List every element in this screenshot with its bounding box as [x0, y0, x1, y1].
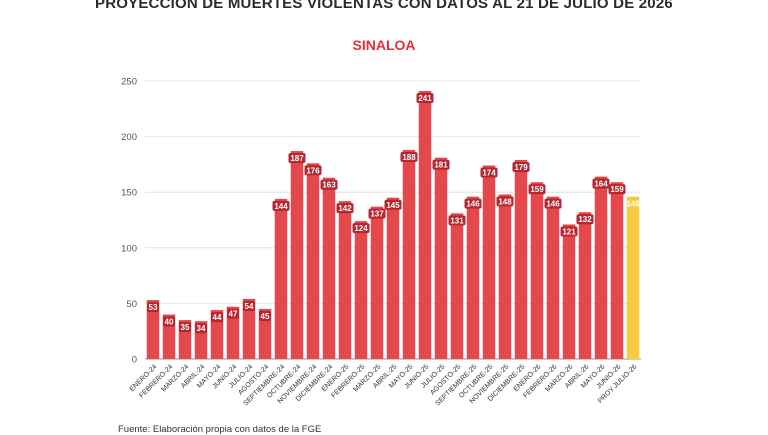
- bar: [274, 198, 288, 359]
- value-label: 163: [322, 181, 336, 190]
- bar: [146, 300, 160, 359]
- value-label-bg: [400, 151, 418, 162]
- value-label-bg: [368, 208, 386, 219]
- value-label: 146: [626, 200, 640, 209]
- bar: [482, 165, 496, 359]
- value-label: 40: [165, 318, 174, 327]
- value-label: 187: [290, 154, 304, 163]
- bar: [578, 212, 592, 359]
- value-label-bg: [480, 167, 498, 178]
- value-label-bg: [432, 159, 450, 170]
- value-label-bg: [147, 302, 159, 313]
- value-label: 34: [197, 324, 206, 333]
- value-label-bg: [163, 316, 175, 327]
- bar: [418, 91, 432, 360]
- value-label-bg: [288, 153, 306, 164]
- bar: [290, 151, 304, 359]
- value-label-bg: [243, 300, 255, 311]
- bar: [226, 306, 240, 359]
- value-label-bg: [416, 93, 434, 104]
- value-label: 181: [434, 161, 448, 170]
- value-label-bg: [544, 198, 562, 209]
- bar: [370, 206, 384, 359]
- value-label-bg: [608, 184, 626, 195]
- value-label: 121: [562, 227, 576, 236]
- bar: [498, 194, 512, 359]
- value-label: 44: [213, 313, 222, 322]
- value-label: 124: [354, 224, 368, 233]
- value-label: 54: [245, 302, 254, 311]
- value-label: 53: [149, 303, 158, 312]
- value-label-bg: [448, 215, 466, 226]
- value-label: 145: [386, 201, 400, 210]
- value-label: 148: [498, 197, 512, 206]
- bar: [546, 196, 560, 359]
- bar: [386, 197, 400, 359]
- value-label: 179: [514, 163, 528, 172]
- value-label: 188: [402, 153, 416, 162]
- chart-subtitle: SINALOA: [352, 37, 416, 53]
- value-label: 131: [450, 216, 464, 225]
- bar: [514, 159, 528, 359]
- value-label-bg: [464, 198, 482, 209]
- bar: [466, 196, 480, 359]
- bar: [338, 201, 352, 359]
- value-label: 47: [229, 310, 238, 319]
- y-tick-label: 100: [121, 243, 137, 254]
- bar: [322, 177, 336, 359]
- bar: [306, 163, 320, 359]
- value-label: 176: [306, 166, 320, 175]
- value-label-bg: [560, 226, 578, 237]
- value-label: 45: [261, 312, 270, 321]
- value-label-bg: [592, 178, 610, 189]
- chart-title: PROYECCIÓN DE MUERTES VIOLENTAS CON DATO…: [95, 0, 673, 12]
- value-label-bg: [336, 203, 354, 214]
- value-label-bg: [304, 165, 322, 176]
- y-tick-label: 50: [126, 299, 137, 310]
- value-label: 146: [466, 200, 480, 209]
- value-label-bg: [179, 322, 191, 333]
- value-label: 137: [370, 210, 384, 219]
- value-label-bg: [352, 223, 370, 234]
- bar: [210, 310, 224, 359]
- value-label-bg: [496, 196, 514, 207]
- y-tick-label: 250: [121, 77, 137, 88]
- bar: [450, 213, 464, 359]
- bar: [562, 224, 576, 359]
- value-label-bg: [259, 310, 271, 321]
- value-label-bg: [576, 214, 594, 225]
- bar: [242, 298, 256, 359]
- value-label-bg: [528, 184, 546, 195]
- value-label-bg: [195, 323, 207, 334]
- value-label: 174: [482, 169, 496, 178]
- value-label-bg: [384, 199, 402, 210]
- bar: [530, 182, 544, 359]
- value-label: 142: [338, 204, 352, 213]
- value-label-bg: [227, 308, 239, 319]
- bar: [258, 308, 272, 359]
- value-label-bg: [512, 161, 530, 172]
- value-label: 132: [578, 215, 592, 224]
- source-note: Fuente: Elaboración propia con datos de …: [118, 424, 322, 435]
- value-label-bg: [211, 312, 223, 323]
- y-tick-label: 150: [121, 188, 137, 199]
- value-label: 164: [594, 180, 608, 189]
- value-label-bg: [320, 179, 338, 190]
- y-tick-label: 0: [132, 355, 137, 366]
- value-label: 35: [181, 323, 190, 332]
- value-label: 241: [418, 94, 432, 103]
- y-tick-label: 200: [121, 132, 137, 143]
- value-label: 146: [546, 200, 560, 209]
- bar: [610, 182, 624, 359]
- bar: [626, 196, 640, 359]
- bar: [354, 221, 368, 359]
- value-label: 159: [610, 185, 624, 194]
- bar: [594, 176, 608, 359]
- bar: [402, 149, 416, 359]
- value-label: 144: [274, 202, 288, 211]
- value-label: 159: [530, 185, 544, 194]
- bar: [434, 157, 448, 359]
- value-label-bg: [272, 200, 290, 211]
